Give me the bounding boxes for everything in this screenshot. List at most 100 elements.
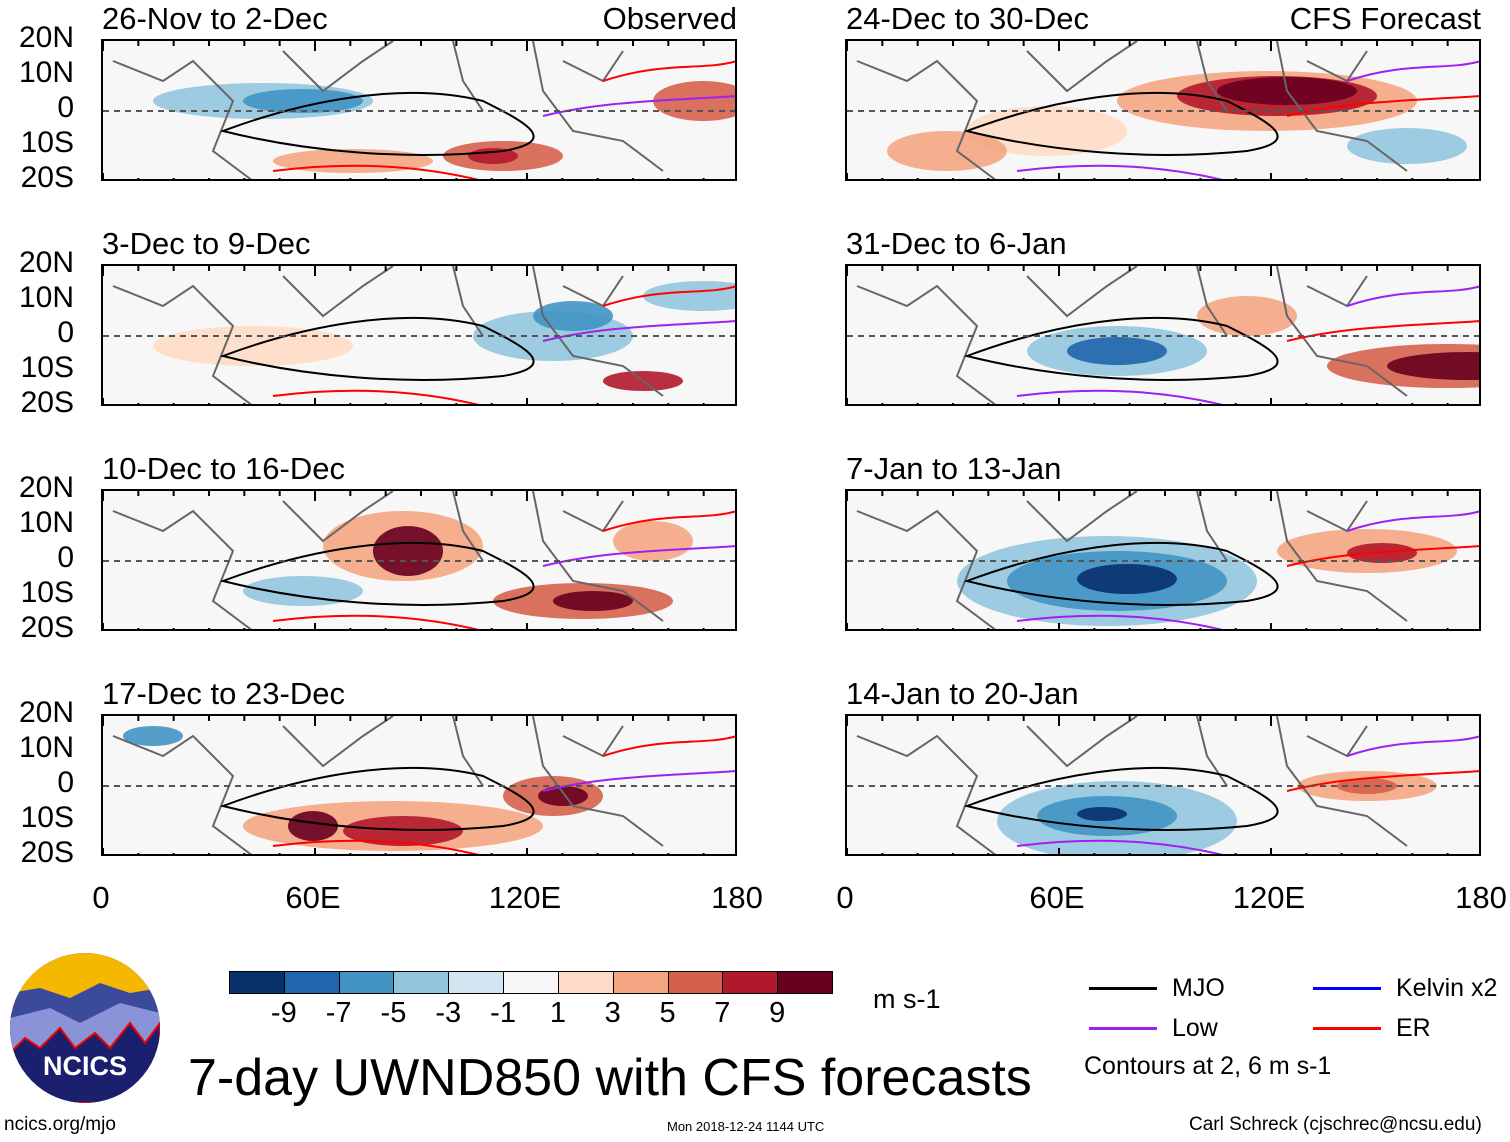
legend-line-low (1089, 1027, 1157, 1030)
colorbar-tick-label: -9 (270, 997, 297, 1029)
anomaly-region (1067, 337, 1167, 365)
er-contour (272, 60, 735, 179)
wind-anomaly-map (845, 489, 1481, 631)
anomaly-region (343, 816, 463, 846)
wind-anomaly-map (845, 264, 1481, 406)
legend-line-er (1313, 1027, 1381, 1030)
lon-label: 0 (836, 880, 854, 915)
colorbar-swatch (777, 971, 833, 994)
ncics-logo: NCICS (10, 953, 160, 1103)
colorbar-swatch (503, 971, 559, 994)
lat-label: 0 (57, 541, 74, 574)
wind-anomaly-map (101, 489, 737, 631)
anomaly-region (243, 576, 363, 606)
anomaly-region (653, 81, 735, 121)
panel-title: 10-Dec to 16-Dec (102, 451, 345, 486)
lat-label: 20N (18, 696, 74, 729)
legend-label: Kelvin x2 (1396, 974, 1498, 1002)
footer-url[interactable]: ncics.org/mjo (4, 1114, 116, 1135)
anomaly-region (643, 281, 735, 311)
logo-mountains-icon (10, 953, 160, 1103)
er-contour (272, 510, 735, 629)
logo-text: NCICS (42, 1051, 127, 1081)
panel-source-label: CFS Forecast (1289, 1, 1481, 36)
lat-label: 10N (18, 731, 74, 764)
anomaly-region (553, 591, 633, 611)
lon-label: 180 (711, 880, 763, 915)
wind-anomaly-map (101, 714, 737, 856)
lat-label: 0 (57, 91, 74, 124)
lat-label: 0 (57, 766, 74, 799)
lat-label: 0 (57, 316, 74, 349)
colorbar-swatch (612, 971, 669, 994)
anomaly-region (1077, 564, 1177, 594)
colorbar-swatch (229, 971, 285, 994)
wind-anomaly-map (101, 264, 737, 406)
lat-label: 10S (20, 801, 74, 834)
er-contour (1016, 60, 1479, 179)
anomaly-region (1387, 352, 1479, 380)
panel-title: 3-Dec to 9-Dec (102, 226, 311, 261)
mjo-contour (219, 91, 535, 156)
coastline (112, 716, 664, 854)
lat-label: 10N (18, 56, 74, 89)
colorbar-tick-label: 3 (604, 997, 621, 1029)
anomaly-region (538, 786, 588, 806)
er-contour (1016, 510, 1479, 629)
lat-label: 20S (20, 836, 74, 869)
er-contour (1016, 285, 1479, 404)
lon-label: 0 (92, 880, 110, 915)
lat-label: 10S (20, 576, 74, 609)
er-contour (272, 735, 735, 854)
colorbar-units: m s-1 (873, 984, 941, 1014)
lon-label: 120E (488, 880, 562, 915)
colorbar-tick-label: 1 (549, 997, 566, 1029)
lat-label: 20N (18, 21, 74, 54)
legend-label: Low (1172, 1014, 1218, 1042)
lat-label: 20S (20, 611, 74, 644)
footer-timestamp: Mon 2018-12-24 1144 UTC (667, 1119, 825, 1134)
coastline (856, 266, 1408, 404)
colorbar-swatch (283, 971, 340, 994)
panel-title: 26-Nov to 2-Dec (102, 1, 328, 36)
lat-label: 20S (20, 161, 74, 194)
anomaly-region (887, 131, 1007, 171)
anomaly-region (123, 726, 183, 746)
legend-line-kelvin (1313, 987, 1381, 990)
legend-line-mjo (1089, 987, 1157, 990)
colorbar-tick-label: -5 (380, 997, 407, 1029)
lat-label: 10S (20, 126, 74, 159)
coastline (112, 491, 664, 629)
wind-anomaly-map (101, 39, 737, 181)
panel-title: 31-Dec to 6-Jan (846, 226, 1067, 261)
mjo-contour (963, 541, 1279, 606)
coastline (856, 716, 1408, 854)
lat-label: 10S (20, 351, 74, 384)
lat-label: 10N (18, 506, 74, 539)
panel-title: 7-Jan to 13-Jan (846, 451, 1062, 486)
colorbar-swatch (338, 971, 395, 994)
wind-anomaly-map (845, 714, 1481, 856)
panel-source-label: Observed (602, 1, 737, 36)
anomaly-region (1197, 296, 1297, 336)
mjo-contour (963, 766, 1279, 831)
colorbar-tick-label: -1 (490, 997, 516, 1029)
anomaly-region (373, 526, 443, 576)
colorbar-tick-label: -7 (325, 997, 352, 1029)
colorbar-tick-label: 7 (714, 997, 731, 1029)
colorbar-swatch (393, 971, 450, 994)
lon-label: 60E (1029, 880, 1085, 915)
coastline (856, 41, 1408, 179)
mjo-contour (219, 766, 535, 831)
coastline (112, 266, 664, 404)
mjo-contour (963, 91, 1279, 156)
anomaly-region (1347, 128, 1467, 164)
anomaly-region (967, 106, 1127, 156)
mjo-contour (219, 541, 535, 606)
anomaly-region (533, 301, 613, 331)
lat-label: 10N (18, 281, 74, 314)
legend-label: MJO (1172, 974, 1225, 1002)
figure-title: 7-day UWND850 with CFS forecasts (188, 1049, 1032, 1107)
anomaly-region (613, 521, 693, 561)
coastline (112, 41, 664, 179)
